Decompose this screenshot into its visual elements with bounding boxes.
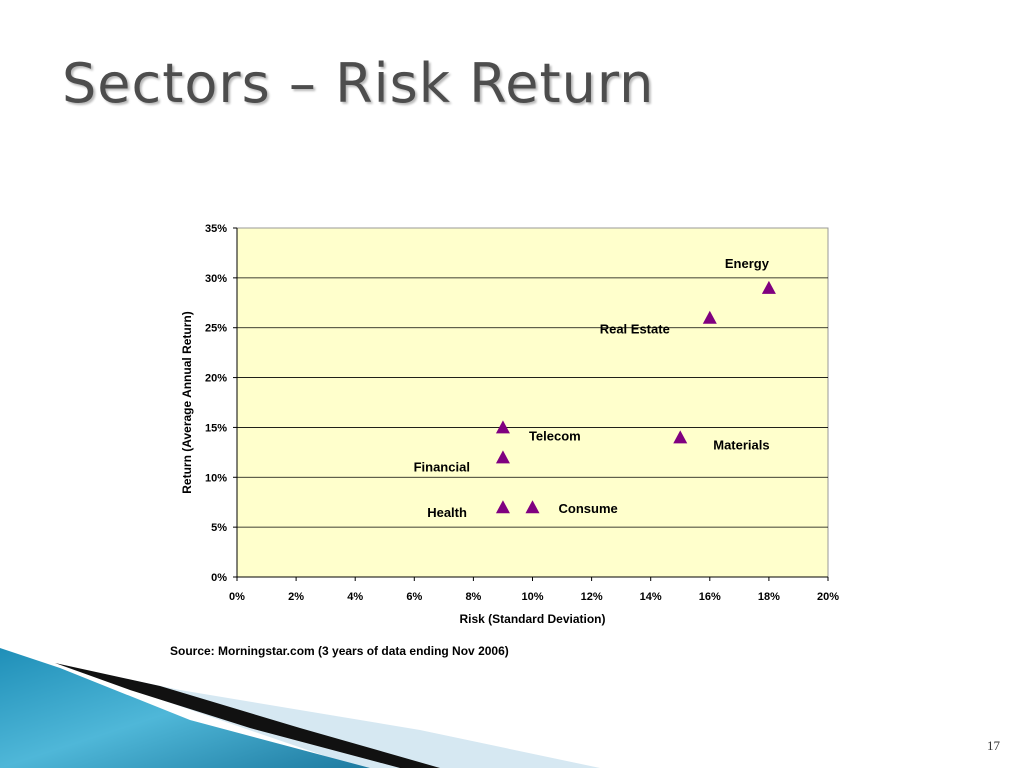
y-tick-label: 25% <box>205 323 227 335</box>
y-tick-label: 5% <box>211 522 227 534</box>
x-tick-label: 2% <box>288 591 304 603</box>
data-point-telecom <box>495 420 510 434</box>
y-tick-label: 10% <box>205 472 227 484</box>
x-tick-label: 6% <box>406 591 422 603</box>
y-axis-title: Return (Average Annual Return) <box>180 311 194 493</box>
x-tick-label: 12% <box>581 591 603 603</box>
data-point-health <box>495 500 510 514</box>
blue-swoosh <box>0 648 370 768</box>
data-label-real-estate: Real Estate <box>600 322 670 337</box>
light-swoosh <box>60 665 600 768</box>
x-axis-title: Risk (Standard Deviation) <box>459 612 605 626</box>
y-tick-label: 35% <box>205 223 227 235</box>
page-number: 17 <box>987 738 1000 753</box>
data-point-real-estate <box>702 310 717 324</box>
y-tick-label: 0% <box>211 572 227 584</box>
plot-area <box>236 227 829 578</box>
x-tick-label: 4% <box>347 591 363 603</box>
black-swoosh <box>55 663 440 768</box>
source-note: Source: Morningstar.com (3 years of data… <box>170 644 509 658</box>
data-point-energy <box>761 280 776 294</box>
x-tick-label: 0% <box>229 591 245 603</box>
y-tick-label: 30% <box>205 273 227 285</box>
data-label-energy: Energy <box>725 256 770 271</box>
x-tick-label: 18% <box>758 591 780 603</box>
data-point-consume <box>525 500 540 514</box>
data-point-financial <box>495 450 510 464</box>
data-label-health: Health <box>427 505 467 520</box>
data-point-materials <box>673 430 688 444</box>
slide-title: Sectors – Risk Return <box>62 52 655 115</box>
x-tick-label: 10% <box>521 591 543 603</box>
data-label-consume: Consume <box>559 501 618 516</box>
y-tick-label: 15% <box>205 422 227 434</box>
x-tick-label: 16% <box>699 591 721 603</box>
data-label-materials: Materials <box>713 437 769 452</box>
data-label-financial: Financial <box>414 459 470 474</box>
y-tick-label: 20% <box>205 373 227 385</box>
x-tick-label: 8% <box>465 591 481 603</box>
x-tick-label: 14% <box>640 591 662 603</box>
x-tick-label: 20% <box>817 591 839 603</box>
data-label-telecom: Telecom <box>529 428 581 443</box>
